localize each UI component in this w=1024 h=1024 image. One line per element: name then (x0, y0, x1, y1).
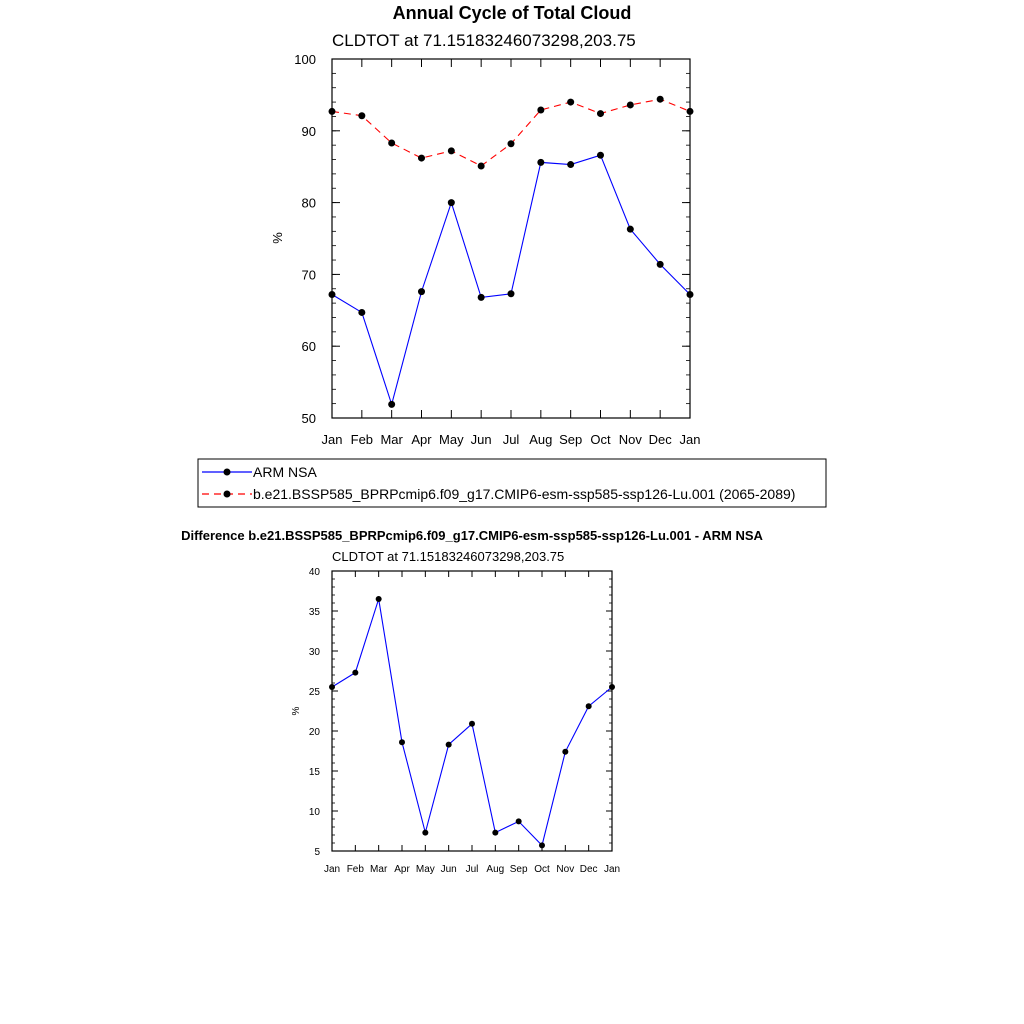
chart2-x-tick-label: Mar (370, 864, 388, 875)
chart2-x-tick-label: Oct (534, 864, 550, 875)
legend-marker-arm-nsa (223, 468, 231, 476)
chart2-y-tick-label: 5 (314, 847, 320, 858)
chart2-y-tick-label: 20 (309, 727, 321, 738)
chart2-series-0-point (375, 596, 382, 602)
chart2-title: Difference b.e21.BSSP585_BPRPcmip6.f09_g… (181, 528, 763, 543)
chart1-legend: ARM NSA b.e21.BSSP585_BPRPcmip6.f09_g17.… (197, 458, 827, 508)
chart1-y-axis-label: % (270, 232, 285, 244)
chart1-frame (331, 58, 691, 419)
chart1-x-tick-label: Sep (559, 432, 582, 447)
chart1-series-1-point (567, 98, 575, 106)
chart1-plot-area: Jan Feb Mar Apr May Jun Jul Aug Sep Oct Nov Dec Jan 5… (294, 52, 700, 447)
chart1-series-0-point (567, 161, 575, 169)
chart1-title: Annual Cycle of Total Cloud (393, 3, 632, 23)
chart1-x-tick-label: Nov (619, 432, 643, 447)
chart1-series-0-point (597, 151, 604, 159)
chart1-series-0-point (656, 260, 664, 268)
chart1-y-tick-label: 80 (302, 196, 316, 211)
chart2-y-tick-label: 15 (309, 767, 321, 778)
chart1-x-tick-label: Apr (411, 432, 432, 447)
chart2-x-tick-label: Feb (347, 864, 365, 875)
legend-marker-model (223, 490, 231, 498)
chart1-series-1-point (447, 147, 455, 155)
legend-label-arm-nsa: ARM NSA (253, 464, 317, 480)
legend-box (197, 458, 827, 508)
chart2-x-tick-label: Jan (324, 864, 340, 875)
chart1-series-1-point (507, 140, 515, 148)
chart2-series-0-point (585, 703, 592, 710)
chart2-y-tick-label: 30 (309, 647, 321, 658)
chart1-x-tick-label: Aug (529, 432, 552, 447)
chart2-series-0-point (329, 684, 335, 690)
chart1-series-1-point (686, 107, 694, 115)
chart2-x-tick-label: Jul (466, 864, 479, 875)
chart2-series-0-point (445, 741, 452, 748)
chart1-series-1-point (418, 154, 425, 162)
chart2-x-tick-label: Sep (510, 864, 528, 875)
chart2-x-tick-label: May (416, 864, 435, 875)
chart1-series-0-point (537, 158, 545, 166)
chart1-y-tick-label: 50 (302, 411, 316, 426)
chart2-x-tick-label: Jan (604, 864, 620, 875)
chart1-y-tick-label: 100 (294, 52, 316, 67)
chart1-series-0-point (686, 291, 694, 299)
chart1-x-tick-label: Jan (322, 432, 343, 447)
chart1-x-tick-label: Jan (680, 432, 701, 447)
legend-label-model: b.e21.BSSP585_BPRPcmip6.f09_g17.CMIP6-es… (253, 486, 795, 502)
chart1-x-tick-label: Feb (351, 432, 373, 447)
chart2-y-tick-label: 10 (309, 807, 321, 818)
chart1-series-0-point (507, 290, 515, 298)
chart1-x-tick-label: Oct (590, 432, 611, 447)
chart2-series-0-point (399, 739, 405, 746)
chart1-series-1-point (358, 112, 366, 120)
chart1-series-0-point (418, 288, 425, 296)
chart1-series-1-point (388, 139, 396, 147)
chart2-series-0-point (352, 669, 359, 676)
chart1-x-tick-label: Dec (649, 432, 673, 447)
chart2-x-tick-label: Dec (580, 864, 598, 875)
chart1-series-0-point (477, 293, 485, 301)
chart1-series-1-point (597, 110, 604, 118)
chart1-x-tick-label: May (439, 432, 464, 447)
chart2-series-0-point (492, 829, 499, 836)
chart2-y-tick-label: 40 (309, 567, 321, 578)
chart1-x-tick-label: Jun (471, 432, 492, 447)
chart1-y-tick-label: 60 (302, 339, 316, 354)
chart1-series-0-point (328, 291, 336, 299)
chart2-series-0-point (539, 842, 545, 849)
chart1-subtitle: CLDTOT at 71.15183246073298,203.75 (332, 31, 636, 50)
chart1-series-0-point (626, 225, 634, 233)
chart2-series-0-point (515, 818, 522, 825)
chart2-x-tick-label: Apr (394, 864, 410, 875)
chart1-x-tick-label: Jul (503, 432, 520, 447)
chart2-x-tick-label: Jun (441, 864, 457, 875)
chart1-series-1-line (331, 98, 691, 167)
chart2-x-tick-label: Nov (556, 864, 574, 875)
chart1-series-0-point (388, 400, 396, 408)
chart1-series-1-point (477, 162, 485, 170)
chart1-series-0-line (331, 154, 691, 407)
chart1-y-tick-label: 70 (302, 267, 316, 282)
chart2-y-tick-label: 25 (309, 687, 321, 698)
chart1-series-1-point (626, 101, 634, 109)
chart2-series-0-point (469, 720, 475, 727)
chart2-series-0-point (609, 684, 615, 690)
chart1-x-tick-label: Mar (380, 432, 403, 447)
chart1-series-0-point (358, 308, 366, 316)
chart2-subtitle: CLDTOT at 71.15183246073298,203.75 (332, 549, 564, 564)
chart2-y-axis-label: % (291, 706, 302, 715)
chart1-series-1-point (537, 106, 545, 114)
chart2-series-0-point (422, 829, 429, 836)
chart2-series-0-point (562, 748, 569, 755)
chart2-x-tick-label: Aug (486, 864, 504, 875)
chart1-series-0-point (447, 199, 455, 207)
chart1-series-1-point (656, 95, 664, 103)
chart2-plot-area: Jan Feb Mar Apr May Jun Jul Aug Sep Oct Nov Dec Jan 5… (309, 567, 620, 875)
chart1-y-tick-label: 90 (302, 124, 316, 139)
chart1-series-1-point (328, 107, 336, 115)
chart2-y-tick-label: 35 (309, 607, 321, 618)
